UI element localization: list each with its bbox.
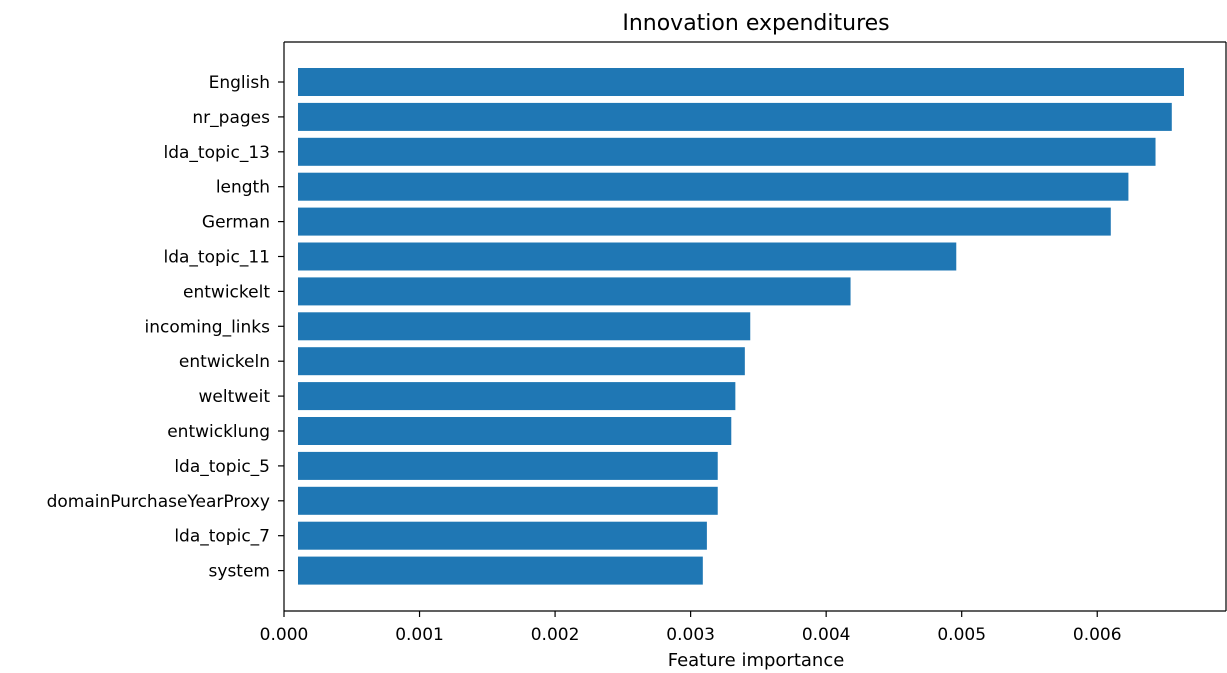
y-tick-label: length xyxy=(216,178,270,198)
bar-nr_pages xyxy=(298,102,1172,131)
x-tick-label: 0.003 xyxy=(666,625,715,645)
bar-lda_topic_7 xyxy=(298,521,707,550)
y-tick-label: nr_pages xyxy=(192,108,270,128)
y-tick-label: English xyxy=(209,73,270,93)
bar-lda_topic_13 xyxy=(298,137,1156,166)
bar-entwicklung xyxy=(298,417,732,445)
x-tick-label: 0.000 xyxy=(260,625,309,645)
bar-lda_topic_11 xyxy=(298,242,957,271)
bar-German xyxy=(298,207,1111,236)
y-tick-label: lda_topic_11 xyxy=(164,248,271,268)
y-tick-label: weltweit xyxy=(198,387,270,407)
bars-group xyxy=(298,68,1184,585)
x-axis-ticks: 0.000 0.001 0.002 0.003 0.004 0.005 0.006 xyxy=(260,611,1122,645)
y-tick-label: entwickelt xyxy=(183,282,270,302)
y-tick-label: system xyxy=(209,562,270,582)
x-tick-label: 0.005 xyxy=(937,625,986,645)
bar-English xyxy=(298,68,1184,96)
x-tick-label: 0.006 xyxy=(1073,625,1122,645)
x-tick-label: 0.004 xyxy=(802,625,851,645)
bar-weltweit xyxy=(298,382,736,411)
bar-entwickeln xyxy=(298,347,745,376)
chart-title: Innovation expenditures xyxy=(622,11,889,36)
x-tick-label: 0.001 xyxy=(395,625,444,645)
y-tick-label: entwicklung xyxy=(167,422,270,442)
x-axis-label: Feature importance xyxy=(668,650,845,671)
bar-incoming_links xyxy=(298,312,751,341)
axes-frame xyxy=(283,41,1227,612)
bar-entwickelt xyxy=(298,277,851,306)
y-tick-label: German xyxy=(202,213,270,233)
y-tick-label: entwickeln xyxy=(179,352,270,372)
bar-system xyxy=(298,556,703,585)
y-tick-label: lda_topic_13 xyxy=(164,143,271,163)
x-tick-label: 0.002 xyxy=(531,625,580,645)
y-tick-label: lda_topic_7 xyxy=(174,527,270,547)
y-tick-label: incoming_links xyxy=(144,317,270,337)
bar-length xyxy=(298,172,1129,201)
bar-domainPurchaseYearProxy xyxy=(298,486,718,515)
y-tick-label: lda_topic_5 xyxy=(174,457,270,477)
bar-lda_topic_5 xyxy=(298,451,718,480)
y-tick-label: domainPurchaseYearProxy xyxy=(47,492,270,512)
